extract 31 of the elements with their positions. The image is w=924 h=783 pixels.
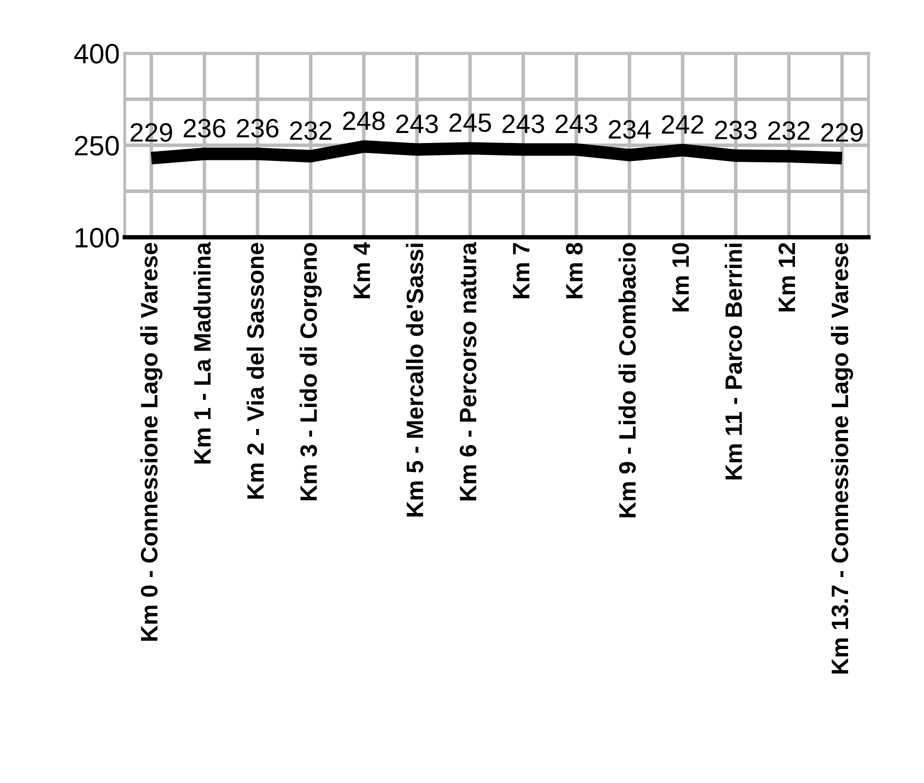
x-tick-label: Km 5 - Mercallo de'Sassi — [406, 244, 424, 516]
y-tick-label: 400 — [74, 44, 119, 64]
x-tick-label: Km 12 — [778, 243, 795, 312]
data-label: 232 — [768, 121, 810, 140]
data-label: 236 — [236, 118, 278, 138]
x-tick-label: Km 4 — [354, 242, 370, 298]
x-tick-label: Km 7 — [513, 243, 530, 298]
x-tick-label: Km 10 — [672, 243, 689, 312]
data-label: 232 — [290, 121, 332, 140]
data-label: 243 — [502, 114, 544, 134]
y-tick-label: 250 — [74, 136, 119, 156]
data-label: 243 — [556, 114, 598, 134]
x-tick-label: Km 2 - Via del Sassone — [246, 242, 264, 499]
y-tick-label: 100 — [76, 228, 119, 248]
x-tick-label: Km 13.7 - Connessione Lago di Varese — [830, 242, 854, 674]
data-label: 233 — [715, 120, 757, 140]
data-label: 243 — [396, 114, 438, 134]
x-tick-label: Km 11 - Parco Berrini — [724, 244, 742, 480]
data-label: 234 — [608, 120, 651, 139]
data-label: 236 — [184, 118, 226, 138]
data-label: 245 — [449, 113, 491, 132]
x-tick-label: Km 1 - La Madunina — [193, 242, 211, 464]
data-label: 242 — [662, 115, 704, 134]
x-tick-label: Km 0 - Connessione Lago di Varese — [140, 242, 162, 641]
data-label: 229 — [130, 123, 172, 142]
data-label: 229 — [821, 123, 863, 142]
x-tick-label: Km 3 - Lido di Corgeno — [300, 243, 322, 500]
x-tick-label: Km 8 — [566, 242, 583, 298]
x-tick-label: Km 9 - Lido di Combacio — [618, 243, 636, 518]
x-tick-label: Km 6 - Percorso natura — [460, 242, 476, 500]
data-label: 248 — [343, 111, 385, 130]
